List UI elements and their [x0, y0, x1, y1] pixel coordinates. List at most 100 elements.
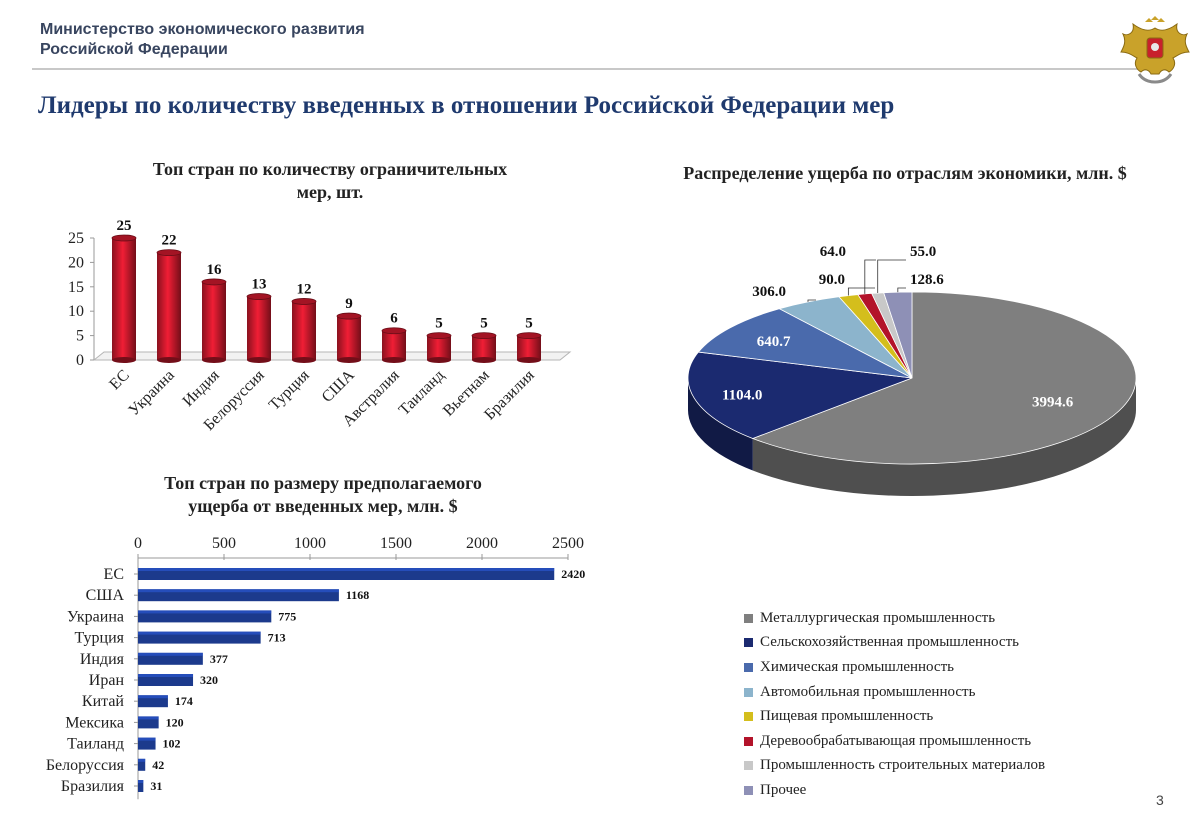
bar-top — [201, 278, 227, 286]
legend-swatch — [744, 785, 753, 795]
bar-highlight — [138, 716, 159, 720]
legend-label: Деревообрабатывающая промышленность — [760, 732, 1032, 749]
data-label: 377 — [210, 652, 228, 666]
bar — [138, 589, 339, 602]
data-label: 25 — [117, 218, 132, 234]
bar — [247, 296, 271, 360]
bar — [382, 330, 406, 360]
legend-item: Химическая промышленность — [744, 655, 1045, 680]
legend-item: Пищевая промышленность — [744, 704, 1045, 729]
data-label: 42 — [152, 758, 164, 772]
data-label: 13 — [252, 277, 267, 293]
bar — [292, 301, 316, 360]
measures-chart-title-line1: Топ стран по количеству ограничительных — [152, 159, 508, 179]
pie-slice-side — [688, 378, 753, 471]
bar-top — [336, 312, 362, 320]
x-tick-label: 500 — [212, 535, 236, 552]
y-tick-label: Украина — [67, 608, 124, 625]
y-tick-label: 25 — [68, 230, 84, 247]
measures-chart-title: Топ стран по количеству ограничительных … — [88, 158, 572, 204]
bar — [112, 238, 136, 360]
bar-base — [517, 357, 541, 363]
y-tick-label: Белоруссия — [46, 757, 125, 774]
bar-base — [337, 357, 361, 363]
x-tick-label: Турция — [266, 366, 313, 413]
pie-leader-line — [864, 259, 876, 294]
pie-leader-line — [877, 259, 906, 294]
y-tick-label: 0 — [76, 352, 84, 369]
damage-chart-title-line2: ущерба от введенных мер, млн. $ — [188, 496, 458, 516]
data-label: 6 — [390, 311, 398, 327]
pie-value-label: 306.0 — [752, 284, 786, 300]
legend-label: Промышленность строительных материалов — [760, 757, 1046, 774]
data-label: 5 — [435, 316, 443, 332]
bar-highlight — [138, 568, 555, 571]
pie-leader-line — [847, 287, 875, 296]
y-tick-label: Турция — [75, 630, 125, 647]
legend-swatch — [744, 687, 753, 697]
y-tick-label: Бразилия — [61, 778, 125, 795]
bar-highlight — [138, 695, 168, 699]
page-number: 3 — [1156, 792, 1164, 808]
bar-highlight — [138, 610, 272, 614]
y-tick-label: Таиланд — [67, 736, 124, 753]
bar-base — [202, 357, 226, 363]
legend-item: Деревообрабатывающая промышленность — [744, 729, 1045, 754]
legend-label: Автомобильная промышленность — [760, 683, 976, 700]
pie-value-label: 3994.6 — [1032, 395, 1074, 411]
slide-header: Министерство экономического развития Рос… — [32, 10, 1190, 84]
pie-slice — [687, 351, 913, 439]
sectors-chart-title: Распределение ущерба по отраслям экономи… — [683, 163, 1127, 183]
data-label: 1168 — [346, 588, 369, 602]
bar-highlight — [138, 737, 156, 741]
bar-base — [112, 357, 136, 363]
legend-item: Металлургическая промышленность — [744, 606, 1045, 631]
data-label: 320 — [200, 673, 218, 687]
legend-label: Пищевая промышленность — [760, 708, 934, 725]
bar-base — [292, 357, 316, 363]
bar — [202, 281, 226, 360]
measures-chart-title-line2: мер, шт. — [296, 182, 364, 202]
pie-slice — [751, 291, 1137, 465]
data-label: 12 — [297, 281, 312, 297]
legend-swatch — [744, 712, 753, 722]
data-label: 22 — [162, 233, 177, 249]
bar — [157, 252, 181, 360]
ministry-name: Министерство экономического развития Рос… — [40, 20, 365, 60]
measures-bar-chart: 051015202525ЕС22Украина16Индия13Белорусс… — [68, 218, 572, 434]
double-headed-eagle-emblem — [1120, 16, 1190, 84]
bar-base — [247, 357, 271, 363]
bar — [337, 316, 361, 360]
x-tick-label: ЕС — [106, 367, 132, 393]
legend-swatch — [744, 662, 753, 672]
bar-base — [382, 357, 406, 363]
bar-highlight — [138, 674, 194, 677]
y-tick-label: Индия — [80, 651, 125, 668]
bar-highlight — [138, 780, 144, 783]
pie-value-label: 64.0 — [820, 244, 846, 260]
bar-highlight — [138, 652, 203, 656]
bar — [138, 780, 144, 792]
pie-leader-line — [897, 287, 906, 293]
legend-label: Химическая промышленность — [760, 658, 954, 675]
y-tick-label: Мексика — [65, 714, 124, 731]
damage-chart-title: Топ стран по размеру предполагаемого уще… — [80, 472, 566, 518]
legend-item: Автомобильная промышленность — [744, 680, 1045, 705]
x-tick-label: 2000 — [466, 535, 498, 552]
data-label: 174 — [175, 694, 193, 708]
legend-item: Сельскохозяйственная промышленность — [744, 631, 1045, 656]
pie-value-label: 128.6 — [910, 272, 944, 288]
bar — [138, 716, 159, 729]
bar-top — [246, 293, 272, 300]
legend-label: Прочее — [760, 781, 807, 798]
bar-top — [381, 327, 407, 335]
sectors-legend: Металлургическая промышленность Сельскохо… — [744, 606, 1045, 803]
data-label: 31 — [150, 779, 162, 793]
y-tick-label: 5 — [76, 328, 84, 345]
sectors-pie-chart: 3994.6 1104.0 640.7 306.0 90.0 64.0 55.0 128.6 — [687, 244, 1137, 497]
pie-value-label: 55.0 — [910, 244, 936, 260]
pie-value-label: 90.0 — [819, 272, 845, 288]
bar-top — [156, 249, 182, 257]
pie-slice-side — [752, 378, 1136, 497]
data-label: 5 — [480, 316, 488, 332]
